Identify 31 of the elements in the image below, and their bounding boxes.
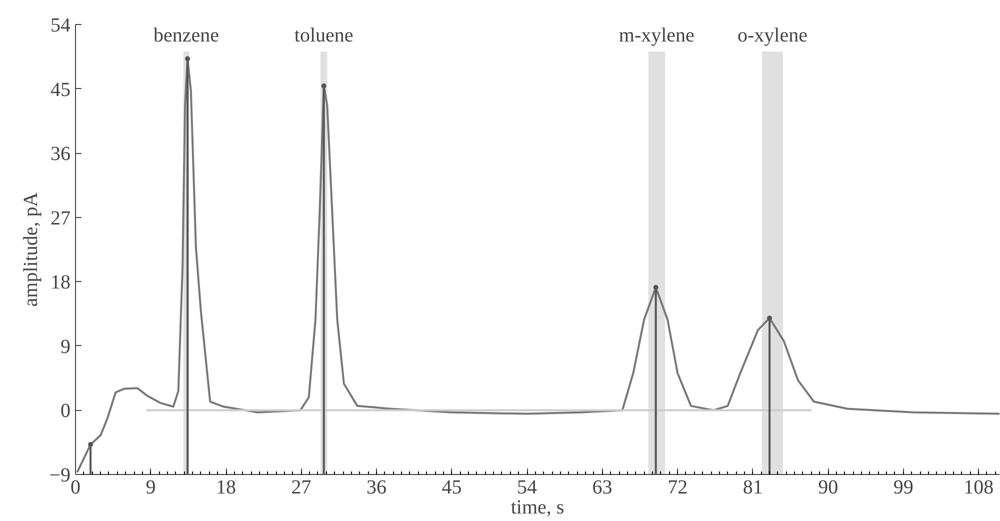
y-tick-label: 45 — [50, 78, 70, 101]
x-tick-label: 99 — [893, 476, 914, 498]
x-tick-label: 108 — [964, 476, 994, 498]
y-tick-label: −9 — [49, 464, 70, 486]
y-tick-label: 18 — [50, 272, 70, 294]
band-label: o-xylene — [737, 24, 808, 46]
x-tick-label: 36 — [366, 476, 387, 498]
y-axis-title: amplitude, pA — [20, 192, 42, 307]
y-tick-label: 9 — [60, 336, 70, 358]
y-tick-label: 27 — [50, 207, 70, 230]
band-label: benzene — [154, 24, 220, 46]
x-tick-label: 27 — [291, 476, 312, 498]
x-tick-label: 63 — [592, 476, 612, 498]
y-tick-label: 36 — [50, 143, 70, 166]
x-tick-label: 18 — [216, 476, 236, 498]
point — [767, 316, 772, 321]
point — [88, 442, 94, 447]
x-tick-label: 72 — [668, 476, 688, 498]
x-axis-title: time, s — [510, 496, 564, 518]
y-tick-label: 54 — [50, 14, 70, 36]
x-tick-label: 81 — [742, 476, 763, 498]
band-label: toluene — [294, 24, 354, 46]
band-label: m-xylene — [618, 24, 695, 46]
point — [653, 284, 658, 290]
x-tick-label: 45 — [442, 476, 462, 498]
x-tick-label: 9 — [146, 476, 156, 498]
point — [321, 83, 326, 88]
x-tick-label: 54 — [517, 476, 538, 498]
y-tick-label: 0 — [60, 400, 70, 422]
point — [185, 56, 190, 62]
x-tick-label: 90 — [818, 476, 838, 498]
